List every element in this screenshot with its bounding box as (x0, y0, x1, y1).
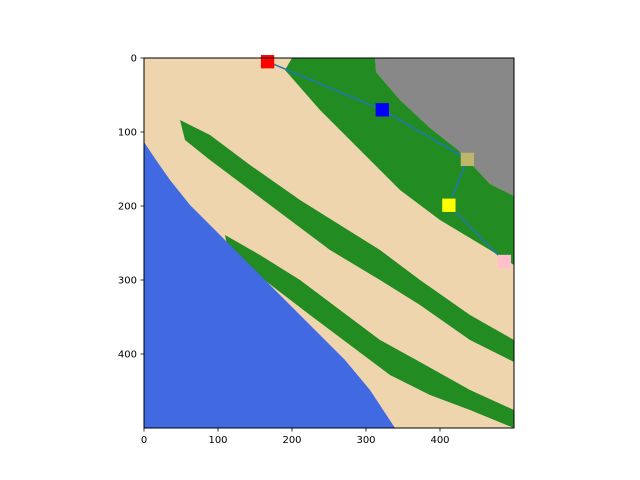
y-tick-label: 300 (118, 276, 137, 287)
route-marker-5 (497, 254, 512, 269)
plot-frame (143, 57, 515, 429)
terrain-forest-band-3 (225, 235, 514, 428)
terrain-map (144, 58, 514, 428)
y-tick-label: 100 (118, 128, 137, 139)
route-marker-2 (375, 103, 389, 117)
y-tick-label: 200 (118, 202, 137, 213)
x-tick-label: 0 (141, 435, 147, 446)
x-tick-label: 300 (356, 435, 375, 446)
route-marker-1 (260, 55, 275, 69)
terrain-forest-band-2 (180, 120, 514, 362)
axes: 0 100 200 300 400 0 100 200 300 400 (118, 54, 450, 447)
y-tick-label: 0 (131, 54, 137, 65)
route-marker-4 (442, 198, 456, 212)
y-tick-label: 400 (118, 350, 137, 361)
route-marker-3 (460, 152, 475, 167)
terrain-water-region (144, 142, 395, 428)
x-tick-label: 200 (282, 435, 301, 446)
x-tick-label: 400 (430, 435, 449, 446)
terrain-rock-region (375, 58, 514, 196)
x-tick-label: 100 (208, 435, 227, 446)
